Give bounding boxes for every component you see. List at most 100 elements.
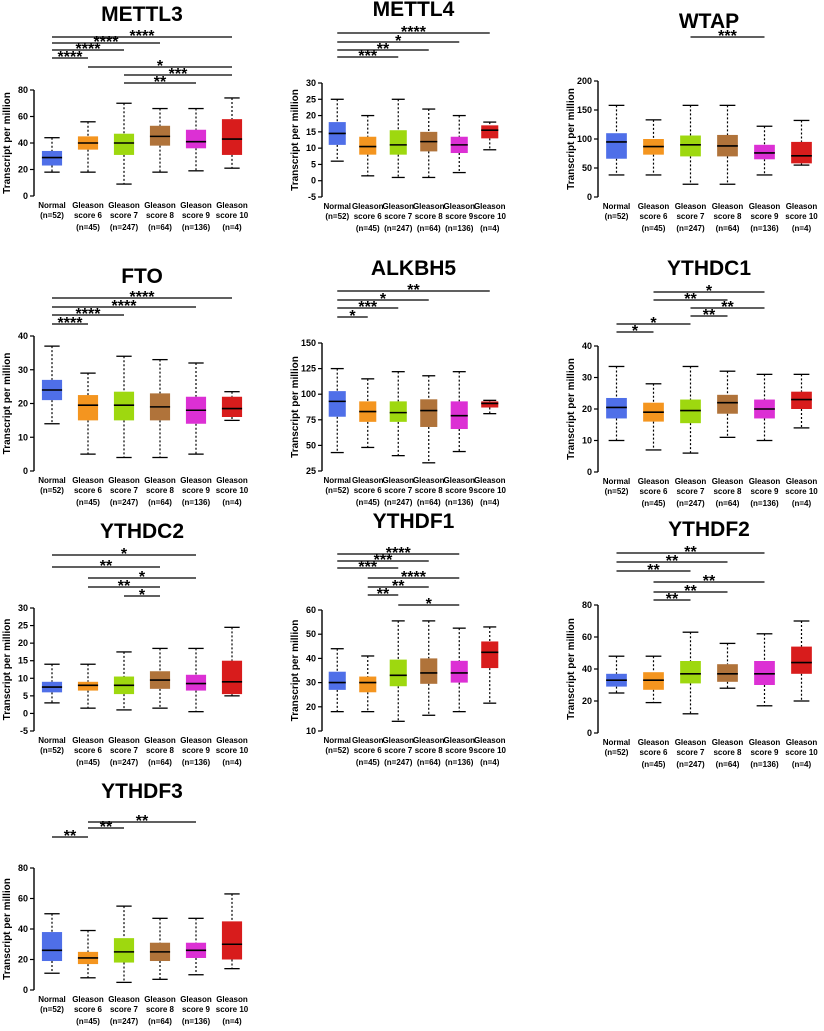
box-5 bbox=[481, 399, 499, 415]
box-iqr bbox=[113, 938, 135, 963]
x-category-label: Gleason bbox=[180, 201, 212, 210]
box-2 bbox=[680, 631, 701, 715]
box-iqr bbox=[221, 921, 243, 960]
x-category-label: Gleason bbox=[474, 736, 506, 745]
significance-label: *** bbox=[358, 299, 377, 316]
x-category-label: (n=136) bbox=[182, 498, 211, 507]
box-iqr bbox=[113, 133, 135, 155]
x-category-label: (n=45) bbox=[76, 223, 100, 232]
x-category-label: Gleason bbox=[749, 738, 781, 747]
x-category-label: Gleason bbox=[382, 736, 414, 745]
box-1 bbox=[643, 655, 664, 704]
y-tick-label: 0 bbox=[587, 192, 592, 202]
box-3 bbox=[420, 620, 438, 716]
y-tick-label: 0 bbox=[23, 466, 28, 476]
x-category-label: Gleason bbox=[72, 736, 104, 745]
significance-label: ** bbox=[154, 74, 167, 91]
box-4 bbox=[185, 107, 207, 172]
x-category-label: (n=52) bbox=[605, 487, 629, 496]
significance-label: * bbox=[349, 308, 356, 325]
x-category-label: score 6 bbox=[354, 486, 383, 495]
box-iqr bbox=[389, 401, 407, 422]
x-category-label: Gleason bbox=[72, 995, 104, 1004]
x-category-label: (n=45) bbox=[356, 758, 380, 767]
y-tick-label: 10 bbox=[582, 436, 592, 446]
significance-label: ** bbox=[666, 591, 679, 608]
x-category-label: (n=136) bbox=[182, 758, 211, 767]
box-3 bbox=[717, 370, 738, 439]
box-4 bbox=[754, 125, 775, 176]
y-tick-label: 50 bbox=[582, 163, 592, 173]
panel-title: WTAP bbox=[679, 10, 739, 33]
x-category-label: Gleason bbox=[474, 476, 506, 485]
x-category-label: Gleason bbox=[72, 201, 104, 210]
y-tick-label: 20 bbox=[582, 696, 592, 706]
x-category-label: (n=247) bbox=[676, 224, 705, 233]
y-tick-label: 30 bbox=[18, 603, 28, 613]
x-category-label: (n=4) bbox=[792, 760, 812, 769]
x-category-label: score 7 bbox=[110, 1005, 139, 1014]
x-category-label: score 6 bbox=[354, 746, 383, 755]
x-category-label: score 10 bbox=[216, 211, 249, 220]
x-category-label: (n=4) bbox=[480, 224, 500, 233]
box-5 bbox=[791, 620, 812, 702]
x-category-label: score 8 bbox=[713, 487, 742, 496]
y-tick-label: 40 bbox=[582, 664, 592, 674]
box-3 bbox=[420, 108, 438, 179]
box-5 bbox=[221, 893, 243, 970]
y-tick-label: 125 bbox=[301, 364, 316, 374]
box-iqr bbox=[185, 129, 207, 149]
x-category-label: (n=52) bbox=[40, 486, 64, 495]
box-iqr bbox=[389, 130, 407, 155]
y-tick-label: -5 bbox=[20, 726, 28, 736]
box-4 bbox=[450, 371, 468, 453]
box-0 bbox=[606, 104, 627, 176]
box-4 bbox=[185, 917, 207, 976]
y-tick-label: 40 bbox=[18, 331, 28, 341]
x-category-label: Gleason bbox=[443, 202, 475, 211]
significance-label: * bbox=[380, 291, 387, 308]
box-3 bbox=[717, 642, 738, 689]
y-tick-label: 15 bbox=[306, 127, 316, 137]
x-category-label: Gleason bbox=[712, 202, 744, 211]
x-category-label: (n=64) bbox=[716, 760, 740, 769]
y-axis-label: Transcript per million bbox=[290, 620, 301, 722]
box-iqr bbox=[328, 391, 346, 417]
box-iqr bbox=[791, 646, 812, 674]
x-category-label: score 7 bbox=[676, 212, 705, 221]
x-category-label: Gleason bbox=[638, 202, 670, 211]
x-category-label: (n=45) bbox=[642, 224, 666, 233]
x-category-label: Gleason bbox=[712, 477, 744, 486]
box-iqr bbox=[481, 125, 499, 139]
y-tick-label: 40 bbox=[306, 653, 316, 663]
x-category-label: Normal bbox=[603, 202, 631, 211]
x-category-label: (n=64) bbox=[716, 499, 740, 508]
x-category-label: (n=52) bbox=[325, 486, 349, 495]
box-iqr bbox=[680, 661, 701, 684]
x-category-label: Gleason bbox=[144, 476, 176, 485]
y-tick-label: 150 bbox=[577, 105, 592, 115]
box-5 bbox=[481, 626, 499, 704]
x-category-label: Gleason bbox=[749, 202, 781, 211]
box-3 bbox=[149, 917, 171, 980]
x-category-label: (n=64) bbox=[716, 224, 740, 233]
box-0 bbox=[41, 345, 63, 425]
x-category-label: Gleason bbox=[216, 201, 248, 210]
box-1 bbox=[359, 114, 377, 177]
x-category-label: score 7 bbox=[384, 746, 413, 755]
y-tick-label: 40 bbox=[18, 138, 28, 148]
x-category-label: (n=247) bbox=[384, 224, 413, 233]
y-axis-label: Transcript per million bbox=[566, 88, 577, 190]
significance-label: * bbox=[426, 596, 433, 613]
box-iqr bbox=[481, 641, 499, 669]
x-category-label: (n=4) bbox=[792, 499, 812, 508]
significance-label: ** bbox=[684, 544, 697, 561]
y-axis-label: Transcript per million bbox=[566, 618, 577, 720]
box-2 bbox=[680, 104, 701, 185]
x-category-label: Gleason bbox=[638, 738, 670, 747]
x-category-label: Gleason bbox=[786, 477, 818, 486]
x-category-label: Gleason bbox=[749, 477, 781, 486]
box-1 bbox=[359, 655, 377, 713]
x-category-label: score 10 bbox=[216, 486, 249, 495]
